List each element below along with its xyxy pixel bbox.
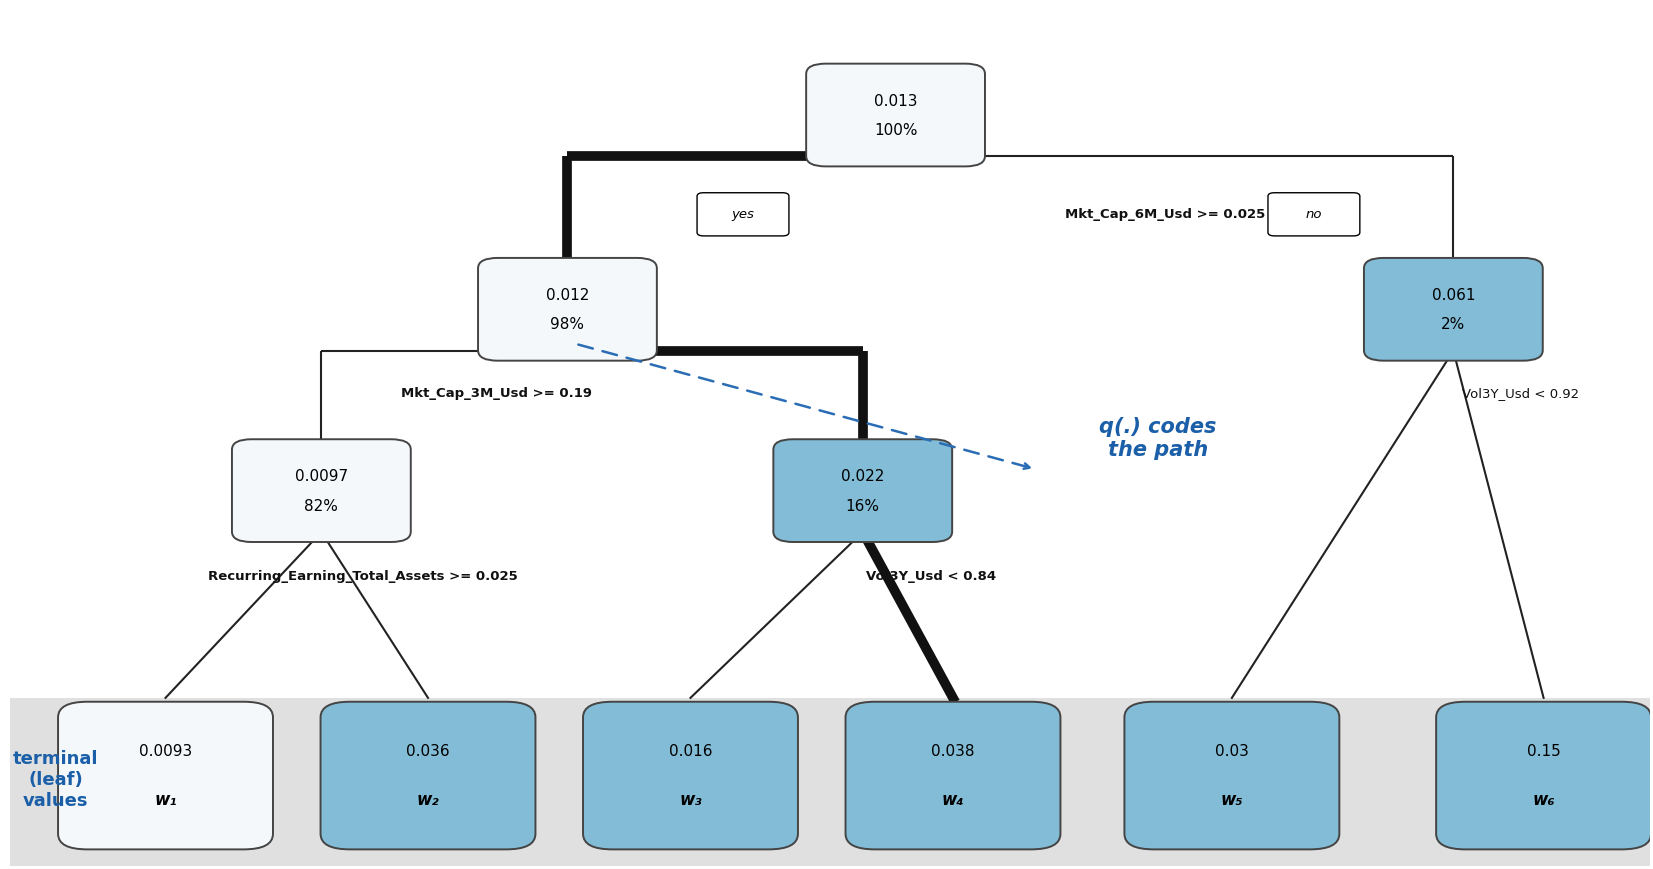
- FancyBboxPatch shape: [1268, 193, 1360, 235]
- Text: Vol3Y_Usd < 0.92: Vol3Y_Usd < 0.92: [1461, 387, 1579, 400]
- Text: 0.012: 0.012: [545, 288, 588, 303]
- Text: w₁: w₁: [154, 791, 177, 809]
- Text: w₅: w₅: [1220, 791, 1243, 809]
- Bar: [10, 698, 1650, 866]
- Text: Recurring_Earning_Total_Assets >= 0.025: Recurring_Earning_Total_Assets >= 0.025: [208, 570, 517, 583]
- FancyBboxPatch shape: [1436, 702, 1651, 849]
- FancyBboxPatch shape: [774, 439, 952, 542]
- Text: Mkt_Cap_6M_Usd >= 0.025: Mkt_Cap_6M_Usd >= 0.025: [1065, 208, 1265, 221]
- FancyBboxPatch shape: [231, 439, 412, 542]
- Text: no: no: [1306, 208, 1322, 221]
- Text: 100%: 100%: [874, 123, 917, 138]
- Text: 0.0093: 0.0093: [139, 744, 192, 759]
- Text: w₂: w₂: [417, 791, 440, 809]
- Text: 0.061: 0.061: [1431, 288, 1474, 303]
- FancyBboxPatch shape: [478, 258, 656, 361]
- Text: 0.022: 0.022: [841, 469, 884, 484]
- Text: yes: yes: [732, 208, 754, 221]
- Text: 0.038: 0.038: [931, 744, 975, 759]
- Text: 0.03: 0.03: [1215, 744, 1248, 759]
- Text: w₆: w₆: [1532, 791, 1555, 809]
- FancyBboxPatch shape: [846, 702, 1061, 849]
- FancyBboxPatch shape: [1364, 258, 1542, 361]
- FancyBboxPatch shape: [1124, 702, 1339, 849]
- Text: terminal
(leaf)
values: terminal (leaf) values: [13, 750, 98, 810]
- FancyBboxPatch shape: [321, 702, 536, 849]
- Text: Vol3Y_Usd < 0.84: Vol3Y_Usd < 0.84: [866, 570, 997, 583]
- FancyBboxPatch shape: [698, 193, 788, 235]
- Text: w₃: w₃: [679, 791, 703, 809]
- FancyBboxPatch shape: [584, 702, 798, 849]
- FancyBboxPatch shape: [58, 702, 273, 849]
- Text: 0.013: 0.013: [874, 94, 917, 109]
- Text: 0.0097: 0.0097: [294, 469, 347, 484]
- Text: 82%: 82%: [304, 499, 339, 514]
- FancyBboxPatch shape: [807, 63, 985, 166]
- Text: 0.15: 0.15: [1527, 744, 1560, 759]
- Text: 2%: 2%: [1441, 317, 1466, 332]
- Text: 98%: 98%: [550, 317, 585, 332]
- Text: 0.016: 0.016: [669, 744, 712, 759]
- Text: w₄: w₄: [942, 791, 964, 809]
- Text: 0.036: 0.036: [407, 744, 450, 759]
- Text: q(.) codes
the path: q(.) codes the path: [1099, 417, 1217, 461]
- Text: Mkt_Cap_3M_Usd >= 0.19: Mkt_Cap_3M_Usd >= 0.19: [402, 387, 592, 400]
- Text: 16%: 16%: [846, 499, 879, 514]
